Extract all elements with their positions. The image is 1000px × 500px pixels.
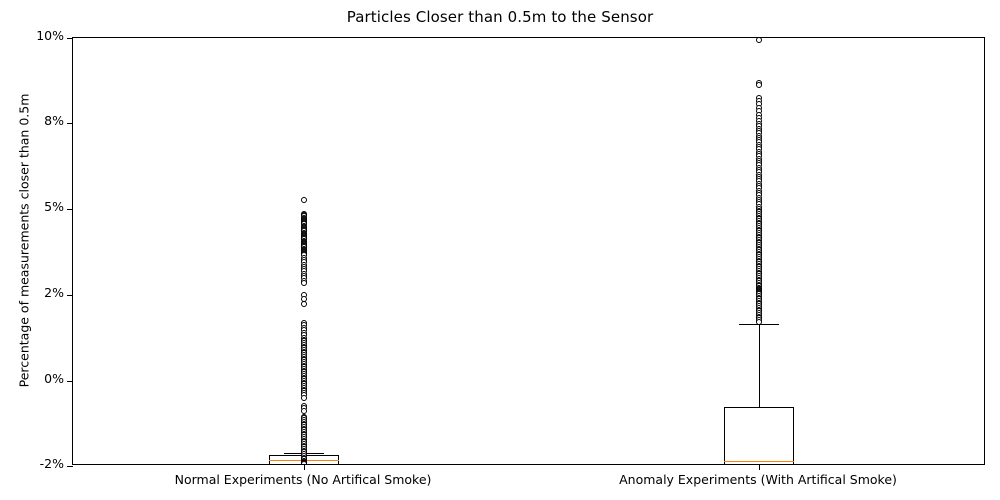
plot-area — [73, 38, 984, 464]
box-outlier-point — [301, 461, 307, 464]
box-outlier-point — [301, 197, 307, 204]
y-axis-tick-label: 10% — [36, 28, 64, 43]
box-outlier-point — [301, 407, 307, 414]
y-axis-tick-label: -2% — [39, 456, 64, 471]
y-axis-tick-mark — [67, 466, 73, 467]
y-axis-tick-mark — [67, 38, 73, 39]
y-axis-tick-label: 0% — [44, 371, 64, 386]
y-axis-tick-mark — [67, 295, 73, 296]
box-outlier-point — [756, 318, 762, 325]
chart-title: Particles Closer than 0.5m to the Sensor — [346, 8, 654, 26]
plot-axes — [67, 37, 985, 470]
box-outlier-point — [756, 38, 762, 44]
x-axis-tick-label: Normal Experiments (No Artifical Smoke) — [174, 472, 432, 487]
y-axis-tick-mark — [67, 123, 73, 124]
x-axis-tick-mark — [304, 464, 305, 470]
x-axis-tick-mark — [759, 464, 760, 470]
x-axis-tick-label: Anomaly Experiments (With Artifical Smok… — [619, 472, 897, 487]
box-outlier-point — [301, 300, 307, 307]
y-axis-tick-mark — [67, 381, 73, 382]
box-median-line — [724, 460, 794, 462]
y-axis-tick-mark — [67, 209, 73, 210]
y-axis-tick-label: 8% — [44, 113, 64, 128]
y-axis-tick-label: 2% — [44, 285, 64, 300]
box-whisker-upper — [759, 323, 760, 408]
y-axis-label: Percentage of measurements closer than 0… — [16, 93, 32, 388]
box-outlier-point — [756, 81, 762, 88]
box-outlier-point — [301, 395, 307, 401]
box-iqr — [724, 407, 794, 464]
box-outlier-point — [301, 279, 307, 286]
y-axis-tick-label: 5% — [44, 199, 64, 214]
